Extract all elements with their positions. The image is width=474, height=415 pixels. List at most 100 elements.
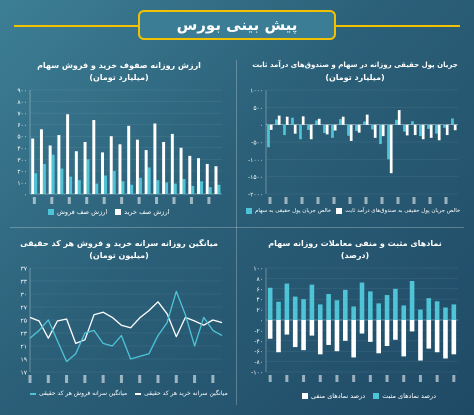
bar [317,304,323,320]
legend-item: ارزش صف خرید [115,208,169,216]
bar [339,119,342,125]
bar [267,320,273,339]
bar [393,320,398,340]
bar [292,296,298,320]
bar [351,306,356,320]
y-tick-label: -۲۰۰۰ [248,192,263,199]
bar [153,123,157,194]
bar [92,120,96,194]
bar [426,298,432,320]
y-tick-label: ۶۰ [257,286,263,293]
x-tick-label [83,375,87,383]
bar [325,124,329,135]
panel-title: جریان پول حقیقی روزانه در سهام و صندوق‌ه… [252,61,458,69]
bar [418,309,423,320]
y-tick-label: ۱۰۰ [253,266,263,273]
y-tick-label: ۸۰۰ [17,99,27,106]
x-tick-label [412,197,416,204]
bar [95,183,99,194]
y-tick-label: ۲۳ [21,331,28,338]
x-tick-label [120,197,124,204]
bar [170,133,174,194]
bar [277,115,281,125]
legend: ارزش صف فروش ارزش صف خرید [48,208,169,216]
x-tick-label [348,197,352,204]
bar [443,124,446,128]
bar [307,124,310,130]
y-tick-label: ۴۰۰ [17,145,27,152]
x-tick-label [428,197,432,204]
legend-item: خالص جریان پول حقیقی به سهام [246,208,331,214]
bar [451,118,454,125]
x-tick-label [352,375,356,382]
y-tick-label: ۷۰۰ [17,111,27,118]
bar [381,124,385,137]
bar [331,124,334,138]
bar [292,320,298,348]
legend-swatch [246,208,252,214]
y-tick-label: -۱۰۰۰ [248,157,263,164]
y-tick-label: ۱۷ [21,370,28,377]
bar [343,320,348,341]
bar [397,110,401,125]
x-tick-label [174,375,178,383]
x-tick-label [85,197,89,204]
bar [401,305,407,320]
bar [267,124,270,148]
bar [284,320,290,335]
bar [451,304,457,320]
panel-money-flow: جریان پول حقیقی روزانه در سهام و صندوق‌ه… [244,60,466,224]
page-title: پیش بینی بورس [138,10,336,40]
bar [217,184,221,194]
bar [334,300,340,320]
bar [165,182,169,194]
bar [285,116,289,125]
bar [349,124,353,141]
bar [66,114,70,194]
panel-divider-horizontal [10,227,464,228]
x-tick-label [189,197,193,204]
chart-positive-negative: -۱۰۰ -۸۰ -۶۰ -۴۰ -۲۰ ۰ ۲۰ ۴۰ ۶۰ ۸۰ ۱۰۰ [251,266,458,382]
bar [427,124,430,129]
legend-label: درصد نمادهای مثبت [382,392,437,400]
chart-per-capita: ۱۷ ۱۹ ۲۱ ۲۳ ۲۵ ۲۷ ۳۰ ۳۳ ۳۷ [21,266,223,383]
bar [334,320,340,352]
bar [395,119,398,125]
x-tick-label [302,375,306,382]
bar [135,139,139,194]
y-tick-label: ۰ [260,122,263,129]
bar [276,320,281,353]
x-tick-label [102,197,106,204]
x-tick-label [207,197,211,204]
bar [275,119,278,125]
bar [351,320,356,358]
bar [276,301,281,320]
x-tick-label [50,197,54,204]
legend-label: خالص جریان پول حقیقی به صندوق‌های درآمد … [345,208,461,214]
bar [317,320,323,355]
bar [34,173,38,194]
bar [368,320,373,342]
legend-item: ارزش صف فروش [48,208,107,216]
bar [389,124,393,174]
bar [443,320,448,359]
y-tick-label: ۲۵ [21,318,27,325]
bar [205,163,209,194]
bar [42,163,46,194]
x-tick-label [67,197,71,204]
bar [443,307,448,320]
panel-subtitle: (میلیون تومان) [89,251,149,260]
panel-subtitle: (میلیارد تومان) [325,73,385,82]
bar [188,155,192,194]
chart-queue-value: ۰ ۱۰۰ ۲۰۰ ۳۰۰ ۴۰۰ ۵۰۰ ۶۰۰ ۷۰۰ ۸۰۰ ۹۰۰ [17,88,222,204]
bar [48,145,52,194]
legend-swatch [336,208,343,214]
legend-swatch [135,392,142,395]
x-tick-label [452,375,456,382]
bar [384,295,390,320]
bar [162,142,166,194]
y-tick-label: -۱۵۰۰ [248,174,263,181]
bar [118,144,122,194]
bar [182,178,186,194]
x-tick-label [193,375,197,383]
